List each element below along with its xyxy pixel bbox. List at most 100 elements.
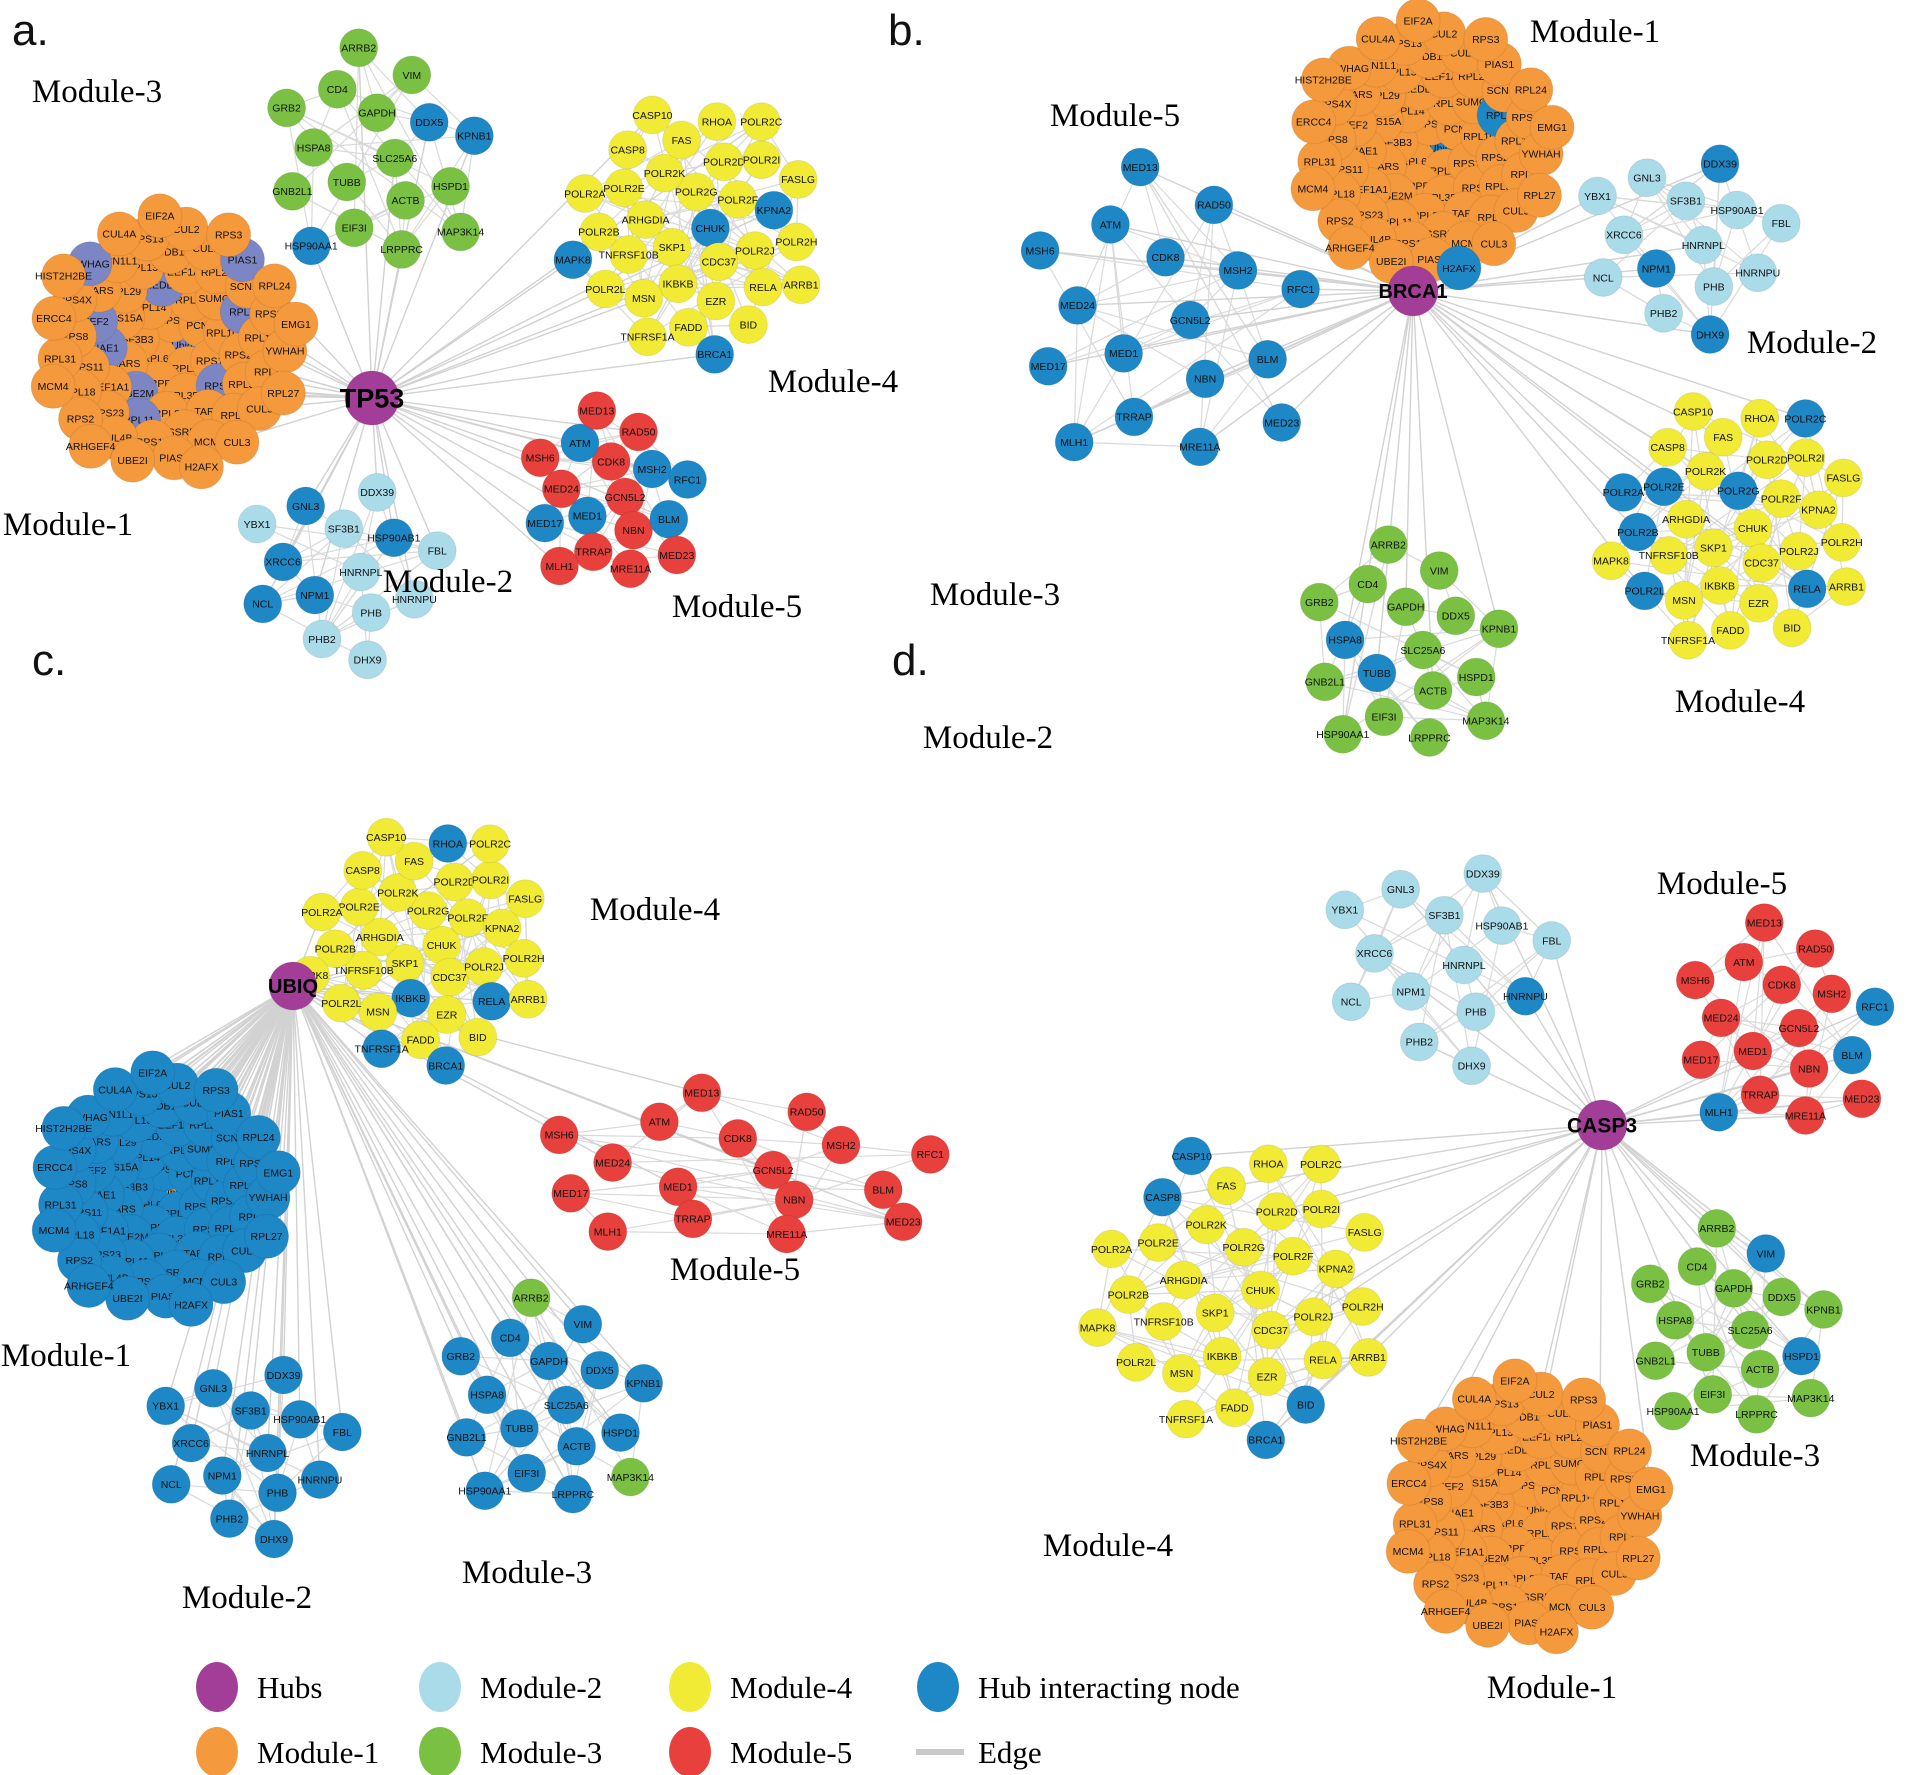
node-SF3B1[interactable]	[231, 1391, 271, 1430]
node-MSH2[interactable]	[1812, 974, 1852, 1014]
node-MED24[interactable]	[541, 469, 581, 509]
node-MAP3K14[interactable]	[610, 1457, 650, 1497]
node-POLR2D[interactable]	[704, 142, 744, 182]
node-UBE2I[interactable]	[110, 437, 156, 483]
node-SKP1[interactable]	[1693, 528, 1733, 568]
node-FASLG[interactable]	[1823, 458, 1863, 498]
node-GCN5L2[interactable]	[1779, 1008, 1819, 1048]
node-POLR2H[interactable]	[776, 222, 816, 262]
node-HSPD1[interactable]	[601, 1413, 640, 1453]
node-CASP10[interactable]	[366, 817, 406, 857]
node-KPNB1[interactable]	[624, 1363, 664, 1403]
node-H2AFX[interactable]	[179, 444, 224, 490]
node-RFC1[interactable]	[668, 460, 707, 499]
node-MLH1[interactable]	[1054, 422, 1094, 462]
node-NPM1[interactable]	[1636, 249, 1676, 288]
node-VIM[interactable]	[1746, 1234, 1786, 1273]
node-DHX9[interactable]	[1452, 1046, 1492, 1086]
node-HSPD1[interactable]	[431, 166, 470, 206]
node-HSPA8[interactable]	[1325, 620, 1365, 660]
node-TNFRSF1A[interactable]	[362, 1029, 402, 1069]
node-PHB[interactable]	[258, 1473, 297, 1513]
node-NPM1[interactable]	[202, 1456, 242, 1496]
node-HSPA8[interactable]	[1655, 1300, 1695, 1340]
node-CUL4A[interactable]	[96, 211, 142, 257]
node-NCL[interactable]	[1583, 258, 1623, 297]
node-TRRAP[interactable]	[1114, 397, 1154, 437]
node-DHX9[interactable]	[254, 1519, 294, 1559]
node-CUL3[interactable]	[1471, 221, 1517, 267]
node-POLR2I[interactable]	[471, 860, 510, 900]
node-POLR2F[interactable]	[718, 180, 758, 219]
node-POLR2I[interactable]	[742, 140, 782, 180]
node-CASP8[interactable]	[343, 850, 383, 890]
node-ARHGEF4[interactable]	[68, 423, 114, 469]
node-PHB2[interactable]	[209, 1499, 249, 1539]
node-RAD50[interactable]	[1795, 929, 1835, 969]
node-MED23[interactable]	[1262, 403, 1302, 442]
node-HSPD1[interactable]	[1456, 657, 1496, 697]
node-CDK8[interactable]	[718, 1118, 758, 1158]
node-LRPPRC[interactable]	[1737, 1394, 1776, 1434]
node-NPM1[interactable]	[295, 575, 335, 615]
node-POLR2F[interactable]	[448, 898, 488, 938]
node-XRCC6[interactable]	[171, 1423, 211, 1463]
node-DDX5[interactable]	[409, 102, 449, 142]
node-GAPDH[interactable]	[1386, 587, 1426, 627]
node-ATM[interactable]	[1090, 205, 1130, 244]
node-HNRNPU[interactable]	[1738, 253, 1778, 293]
hub-CASP3[interactable]	[1576, 1099, 1628, 1151]
node-HIST2H2BE[interactable]	[1300, 57, 1346, 103]
node-POLR2I[interactable]	[1786, 438, 1826, 478]
node-RPS3[interactable]	[206, 212, 252, 258]
node-GRB2[interactable]	[1299, 582, 1339, 622]
node-CUL4A[interactable]	[92, 1067, 138, 1112]
node-HIST2H2BE[interactable]	[41, 1105, 87, 1151]
node-EMG1[interactable]	[1628, 1466, 1674, 1512]
node-RELA[interactable]	[1303, 1340, 1343, 1380]
node-RPS3[interactable]	[1463, 16, 1509, 62]
node-PHB[interactable]	[1694, 267, 1734, 306]
node-RPS3[interactable]	[1561, 1377, 1607, 1423]
node-POLR2H[interactable]	[504, 938, 544, 978]
node-MLH1[interactable]	[588, 1212, 628, 1252]
node-TNFRSF1A[interactable]	[1166, 1399, 1206, 1439]
node-NCL[interactable]	[1331, 982, 1371, 1022]
node-BID[interactable]	[1286, 1385, 1326, 1425]
node-MAPK8[interactable]	[1591, 541, 1631, 581]
hub-TP53[interactable]	[344, 370, 400, 426]
node-YBX1[interactable]	[237, 504, 277, 544]
node-MED23[interactable]	[1842, 1079, 1882, 1119]
node-POLR2D[interactable]	[435, 862, 474, 902]
node-SLC25A6[interactable]	[375, 138, 415, 178]
node-DDX5[interactable]	[1436, 596, 1476, 636]
node-EIF3I[interactable]	[507, 1453, 547, 1493]
node-IKBKB[interactable]	[391, 978, 431, 1018]
node-EZR[interactable]	[696, 281, 736, 321]
node-DHX9[interactable]	[1690, 315, 1730, 354]
node-LRPPRC[interactable]	[553, 1474, 593, 1514]
node-ARRB2[interactable]	[1368, 525, 1408, 565]
node-CASP8[interactable]	[1648, 427, 1688, 467]
node-TNFRSF1A[interactable]	[1668, 620, 1708, 660]
node-CHUK[interactable]	[690, 208, 730, 248]
node-FBL[interactable]	[1761, 203, 1801, 243]
node-MSN[interactable]	[1162, 1353, 1201, 1393]
node-RELA[interactable]	[743, 267, 783, 307]
node-MSH6[interactable]	[1675, 960, 1715, 1000]
node-ARHGDIA[interactable]	[626, 200, 666, 240]
node-CD4[interactable]	[1677, 1247, 1717, 1286]
node-MED1[interactable]	[1733, 1031, 1773, 1071]
node-POLR2A[interactable]	[1092, 1229, 1132, 1269]
node-MED24[interactable]	[1701, 998, 1741, 1038]
node-SLC25A6[interactable]	[1730, 1310, 1770, 1350]
node-RPS3[interactable]	[193, 1067, 239, 1113]
node-SLC25A6[interactable]	[1403, 630, 1443, 670]
node-H2AFX[interactable]	[168, 1282, 214, 1327]
node-RPL24[interactable]	[1607, 1428, 1652, 1474]
node-FBL[interactable]	[417, 531, 457, 571]
node-TUBB[interactable]	[327, 162, 367, 202]
node-MSH2[interactable]	[821, 1125, 861, 1165]
node-FASLG[interactable]	[778, 159, 818, 199]
node-POLR2H[interactable]	[1822, 522, 1862, 562]
